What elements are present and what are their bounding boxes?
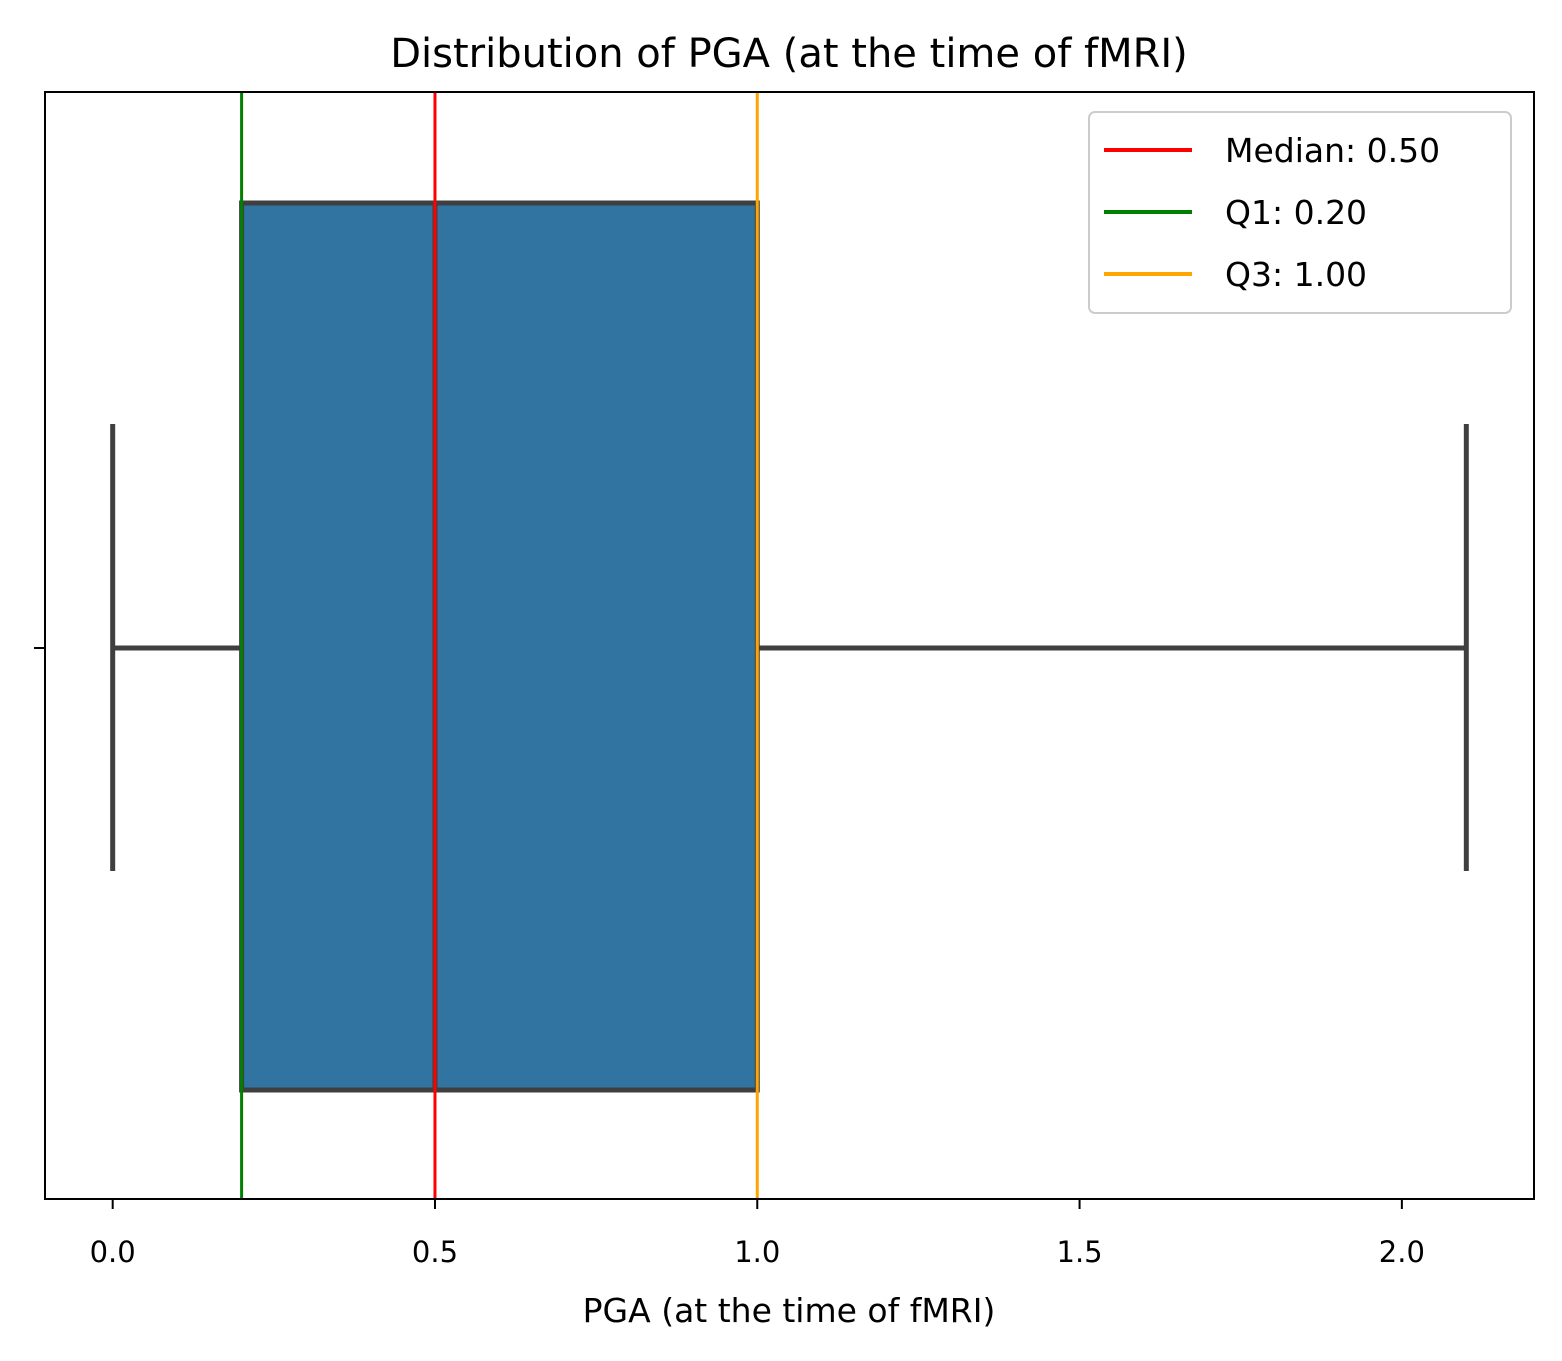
x-axis-label: PGA (at the time of fMRI) xyxy=(583,1291,996,1330)
x-axis-ticks: 0.0 0.5 1.0 1.5 2.0 xyxy=(90,1199,1425,1269)
legend-label: Median: 0.50 xyxy=(1225,131,1440,170)
axes-frame xyxy=(44,91,1535,1200)
legend-label: Q3: 1.00 xyxy=(1225,255,1367,294)
x-tick-label: 0.5 xyxy=(412,1235,458,1269)
x-tick-label: 1.0 xyxy=(734,1235,780,1269)
plot-area xyxy=(110,92,1469,1199)
x-tick-label: 1.5 xyxy=(1057,1235,1103,1269)
iqr-box xyxy=(239,200,760,1093)
legend-frame xyxy=(1088,111,1512,314)
legend-label: Q1: 0.20 xyxy=(1225,193,1367,232)
legend-entries: Median: 0.50 Q1: 0.20 Q3: 1.00 xyxy=(1104,131,1440,294)
x-tick-label: 0.0 xyxy=(90,1235,136,1269)
chart-title: Distribution of PGA (at the time of fMRI… xyxy=(390,31,1188,77)
x-tick-label: 2.0 xyxy=(1379,1235,1425,1269)
legend: Median: 0.50 Q1: 0.20 Q3: 1.00 xyxy=(1088,111,1512,314)
